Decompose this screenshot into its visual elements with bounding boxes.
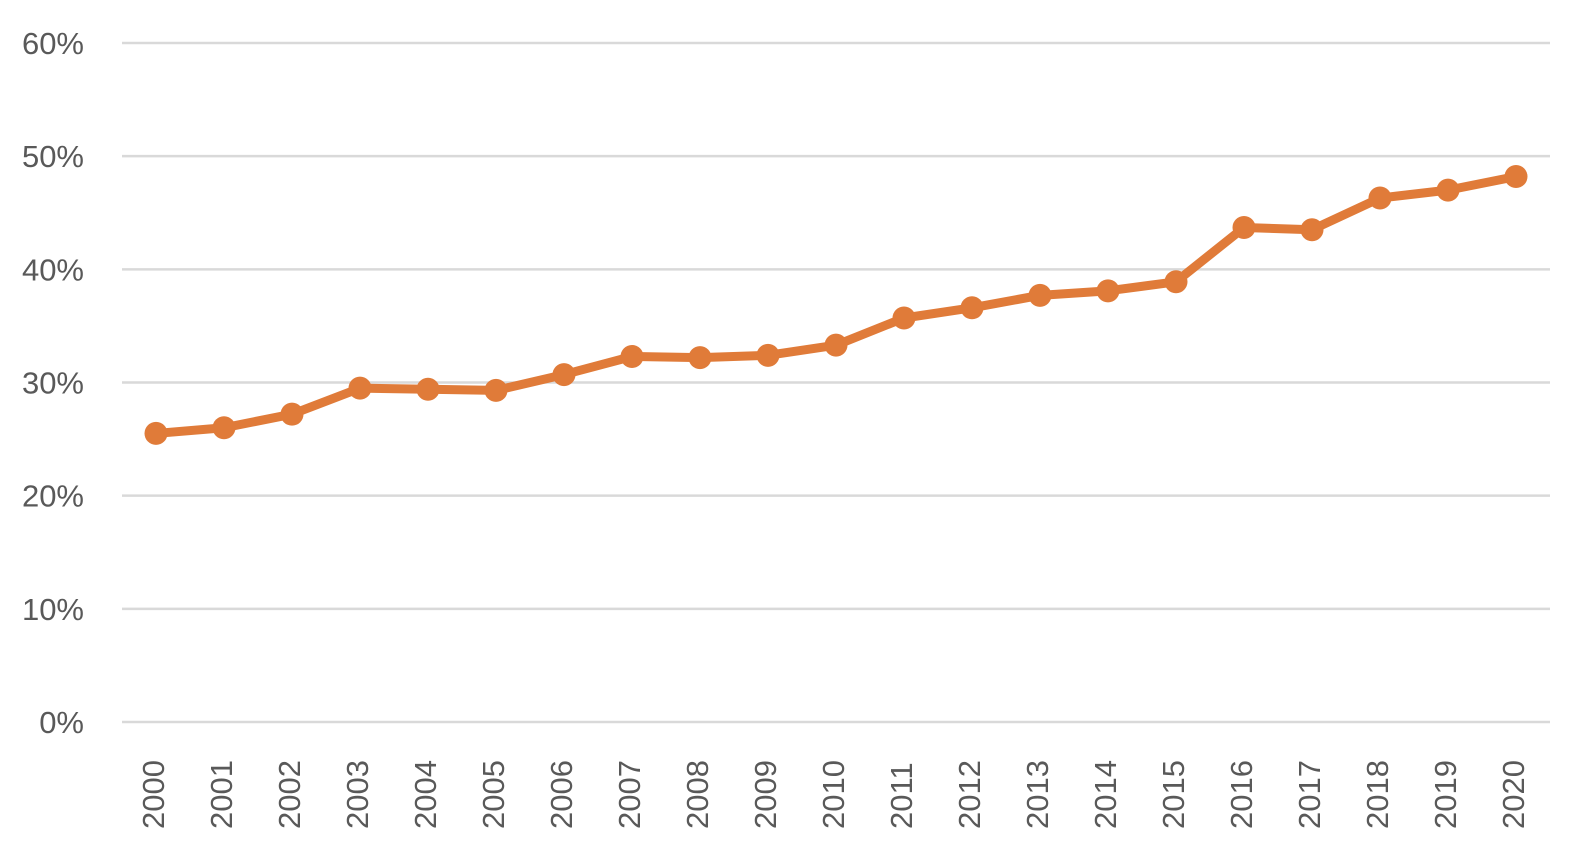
x-tick-label: 2020 [1496, 760, 1531, 829]
series-layer [144, 165, 1528, 445]
x-tick-label: 2016 [1224, 760, 1259, 829]
data-point [1436, 178, 1460, 202]
data-point [688, 346, 712, 370]
data-point [348, 376, 372, 400]
data-point [756, 343, 780, 367]
x-tick-label: 2017 [1292, 760, 1327, 829]
x-tick-label: 2018 [1360, 760, 1395, 829]
data-point [484, 378, 508, 402]
y-tick-label: 0% [39, 705, 84, 740]
x-tick-label: 2002 [272, 760, 307, 829]
y-tick-label: 30% [22, 366, 84, 401]
x-tick-label: 2000 [136, 760, 171, 829]
x-tick-label: 2013 [1020, 760, 1055, 829]
x-tick-label: 2012 [952, 760, 987, 829]
y-tick-label: 10% [22, 592, 84, 627]
x-tick-label: 2005 [476, 760, 511, 829]
data-point [1028, 283, 1052, 307]
x-tick-label: 2009 [748, 760, 783, 829]
x-tick-label: 2019 [1428, 760, 1463, 829]
data-point [960, 296, 984, 320]
y-tick-label: 50% [22, 139, 84, 174]
data-point [144, 421, 168, 445]
x-tick-label: 2014 [1088, 760, 1123, 829]
y-tick-label: 20% [22, 479, 84, 514]
x-tick-label: 2015 [1156, 760, 1191, 829]
x-tick-label: 2008 [680, 760, 715, 829]
x-axis-tick-labels: 2000 2001 2002 2003 2004 2005 2006 2007 2008 2009… [136, 760, 1531, 829]
data-point [1232, 215, 1256, 239]
gridlines [122, 41, 1550, 724]
x-tick-label: 2010 [816, 760, 851, 829]
data-point [1164, 270, 1188, 294]
y-tick-label: 40% [22, 252, 84, 287]
data-point [280, 402, 304, 426]
x-tick-label: 2001 [204, 760, 239, 829]
data-point [620, 344, 644, 368]
data-point [1368, 186, 1392, 210]
data-point [1300, 218, 1324, 242]
data-point [212, 416, 236, 440]
data-point [1096, 279, 1120, 303]
x-tick-label: 2007 [612, 760, 647, 829]
x-tick-label: 2004 [408, 760, 443, 829]
x-tick-label: 2006 [544, 760, 579, 829]
x-tick-label: 2003 [340, 760, 375, 829]
y-axis-tick-labels: 0% 10% 20% 30% 40% 50% 60% [22, 26, 84, 740]
data-point [552, 363, 576, 387]
x-tick-label: 2011 [884, 762, 919, 829]
y-tick-label: 60% [22, 26, 84, 61]
data-point [1504, 165, 1528, 189]
data-point [416, 377, 440, 401]
data-point [892, 306, 916, 330]
data-point [824, 333, 848, 357]
